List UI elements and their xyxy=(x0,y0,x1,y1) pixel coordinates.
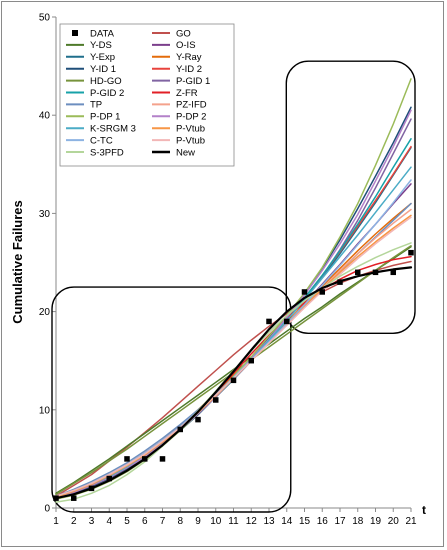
x-tick-label: 18 xyxy=(352,516,364,527)
x-tick-label: 11 xyxy=(228,516,239,527)
series-line-p-gid-2 xyxy=(55,138,412,498)
data-point xyxy=(142,456,148,462)
data-point xyxy=(159,456,166,462)
data-point xyxy=(88,485,95,492)
legend-label: Y-ID 1 xyxy=(90,64,116,75)
data-point xyxy=(248,357,254,364)
x-tick-label: 17 xyxy=(334,516,346,527)
x-tick-label: 9 xyxy=(195,516,201,527)
highlight-boxes xyxy=(51,60,416,513)
legend-label: Y-Exp xyxy=(90,52,115,63)
series-line-tp xyxy=(55,202,412,497)
highlight-box-2 xyxy=(285,60,416,334)
legend-label: K-SRGM 3 xyxy=(90,124,136,135)
x-tick-label: 14 xyxy=(281,516,293,527)
series-line-p-vtub xyxy=(55,216,412,497)
legend-label: GO xyxy=(176,28,191,39)
data-point xyxy=(372,269,379,276)
x-tick-label: 5 xyxy=(124,516,130,527)
series-line-y-id-2 xyxy=(55,145,412,498)
x-tick-label: 2 xyxy=(71,516,77,527)
legend-label: DATA xyxy=(90,28,115,39)
legend-label: P-Vtub xyxy=(176,135,205,146)
data-point xyxy=(177,426,183,433)
y-tick-label: 30 xyxy=(39,209,51,220)
x-tick-label: 19 xyxy=(370,516,382,527)
legend-label: S-3PFD xyxy=(90,147,124,158)
legend: DATA GO Y-DS O-IS Y-Exp Y-Ray Y-ID 1 Y-ID 2 HD-G… xyxy=(59,23,235,167)
x-tick-label: 4 xyxy=(106,516,112,527)
data-markers xyxy=(53,249,414,501)
series-line-y-ray xyxy=(55,202,412,497)
series-line-p-gid-1 xyxy=(55,118,412,498)
data-point xyxy=(124,456,130,462)
x-tick-label: 6 xyxy=(142,516,148,527)
legend-label: C-TC xyxy=(90,135,113,146)
y-tick-label: 20 xyxy=(39,307,51,318)
data-point xyxy=(71,495,77,501)
legend-swatch xyxy=(72,30,78,36)
y-tick-label: 50 xyxy=(39,13,51,24)
y-axis-label: Cumulative Failures xyxy=(10,200,25,324)
data-point xyxy=(195,416,201,423)
data-point xyxy=(284,318,290,325)
x-tick-label: 1 xyxy=(53,516,59,527)
series-line-y-exp xyxy=(55,146,412,498)
y-tick-label: 10 xyxy=(39,405,51,416)
legend-label: TP xyxy=(90,100,102,111)
x-tick-label: 3 xyxy=(89,516,95,527)
x-tick-label: 16 xyxy=(317,516,329,527)
x-tick-label: 8 xyxy=(177,516,183,527)
x-tick-label: 15 xyxy=(299,516,311,527)
data-point xyxy=(301,289,308,295)
axes xyxy=(52,16,412,512)
legend-label: P-DP 1 xyxy=(90,112,120,123)
data-point xyxy=(213,397,219,403)
data-point xyxy=(319,289,325,295)
legend-label: Z-FR xyxy=(176,88,198,99)
legend-label: PZ-IFD xyxy=(176,100,207,111)
series-line-k-srgm-3 xyxy=(55,166,412,498)
data-point xyxy=(53,495,59,501)
legend-label: Y-ID 2 xyxy=(176,64,202,75)
legend-label: P-DP 2 xyxy=(176,112,206,123)
data-point xyxy=(337,279,343,285)
highlight-box-1 xyxy=(51,286,292,513)
x-tick-label: 20 xyxy=(388,516,400,527)
data-point xyxy=(230,377,237,384)
series-line-p-dp-2 xyxy=(55,109,412,498)
data-point xyxy=(408,249,414,256)
x-tick-label: 13 xyxy=(263,516,275,527)
x-tick-label: 12 xyxy=(246,516,258,527)
data-point xyxy=(390,269,396,276)
data-point xyxy=(106,475,112,482)
series-line-pz-ifd xyxy=(55,208,412,498)
legend-box xyxy=(59,23,235,167)
x-tick-label: 21 xyxy=(405,516,417,527)
legend-label: O-IS xyxy=(176,40,196,51)
legend-label: P-GID 2 xyxy=(90,88,124,99)
legend-label: Y-Ray xyxy=(176,52,202,63)
data-point xyxy=(355,269,361,276)
y-tick-label: 0 xyxy=(44,504,50,515)
y-tick-label: 40 xyxy=(39,111,51,122)
x-axis-label: t xyxy=(422,503,426,517)
legend-label: P-GID 1 xyxy=(176,76,210,87)
legend-label: Y-DS xyxy=(90,40,112,51)
series-line-new xyxy=(54,266,413,500)
x-tick-label: 7 xyxy=(160,516,166,527)
data-point xyxy=(266,318,272,325)
legend-label: P-Vtub xyxy=(176,124,205,135)
legend-label: New xyxy=(176,147,195,158)
series-line-o-is xyxy=(55,183,412,498)
x-tick-label: 10 xyxy=(210,516,222,527)
legend-label: HD-GO xyxy=(90,76,122,87)
